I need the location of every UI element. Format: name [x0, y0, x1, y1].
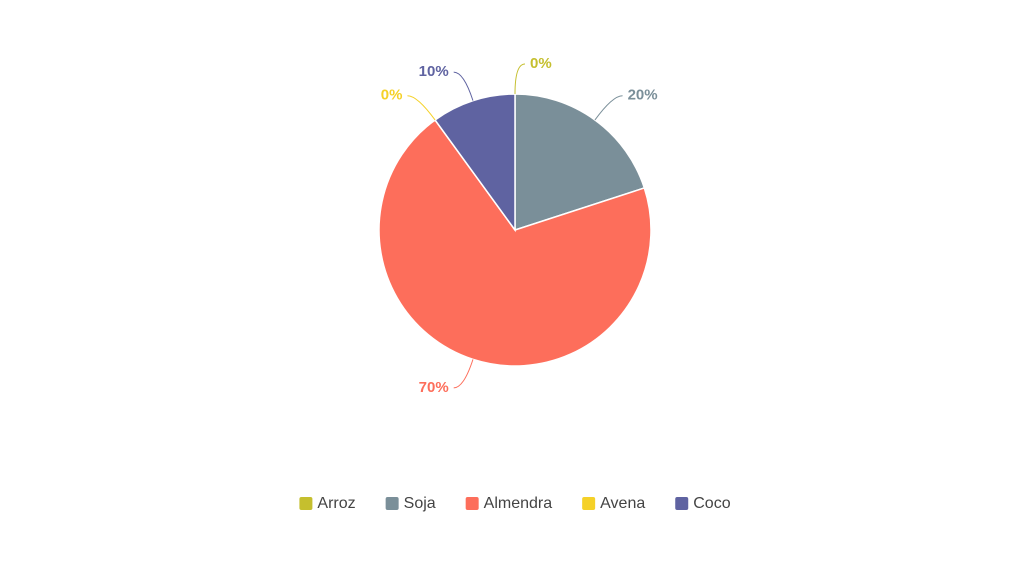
pie-slice — [378, 118, 652, 367]
value-label: 0% — [381, 87, 403, 104]
legend-swatch — [465, 497, 479, 510]
legend-swatch — [675, 497, 689, 510]
leader-line — [453, 359, 474, 389]
value-label: 0% — [530, 55, 552, 72]
leader-line — [453, 71, 474, 101]
legend-swatch — [299, 497, 313, 510]
legend-swatch — [385, 497, 399, 510]
value-label: 70% — [419, 379, 449, 396]
legend-label: Avena — [600, 495, 645, 512]
legend-label: Arroz — [317, 495, 355, 512]
legend-label: Coco — [693, 495, 730, 512]
value-label: 10% — [419, 63, 449, 80]
value-label: 20% — [628, 87, 658, 104]
legend-label: Almendra — [484, 495, 553, 512]
leader-line — [594, 95, 623, 121]
leader-line — [514, 63, 526, 95]
pie-slice — [434, 93, 516, 233]
leader-line — [407, 95, 436, 121]
legend-label: Soja — [404, 495, 436, 512]
legend-swatch — [582, 497, 596, 510]
